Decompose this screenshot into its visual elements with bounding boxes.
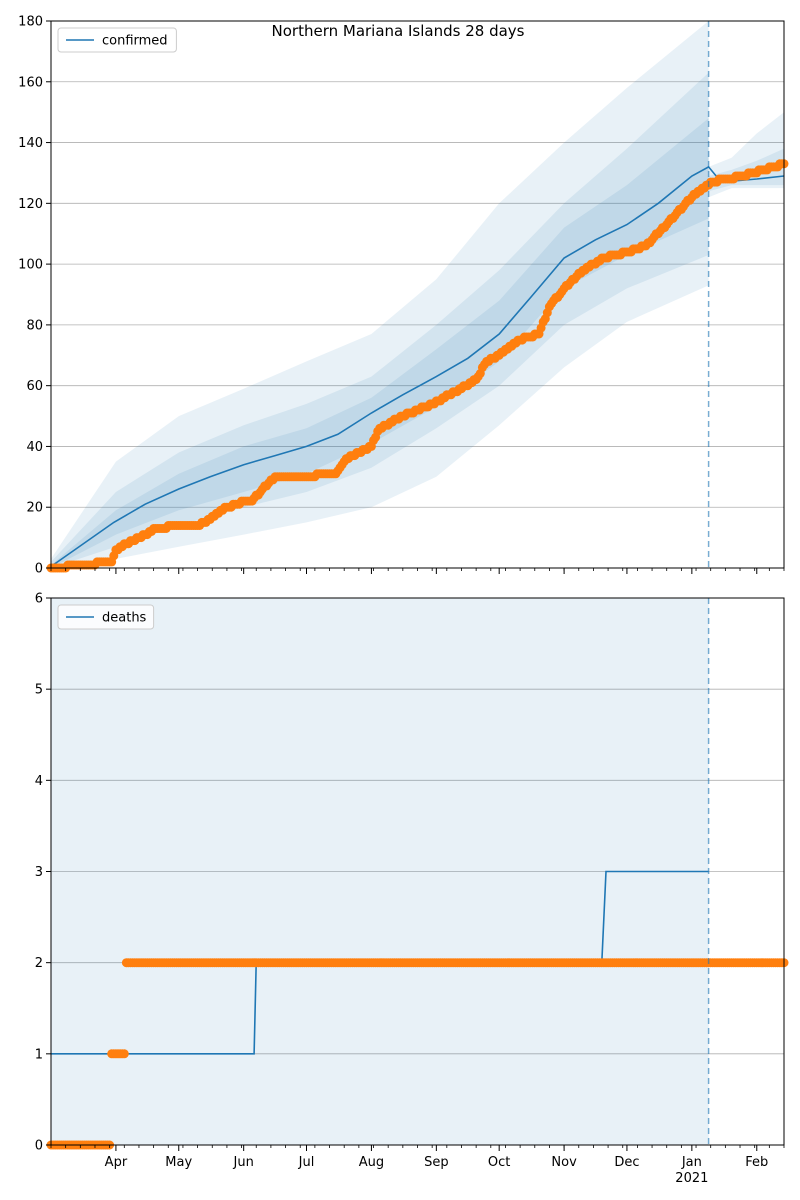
y-tick-label: 140 (18, 136, 43, 151)
legend-box (57, 604, 155, 630)
y-tick-label: 5 (35, 683, 43, 698)
legend-label: deaths (102, 611, 147, 626)
uncertainty-band (51, 21, 709, 568)
x-tick-label: Jul (298, 1155, 315, 1170)
y-tick-label: 60 (26, 379, 43, 394)
y-tick-label: 3 (35, 865, 43, 880)
x-tick-label: Jan (681, 1155, 702, 1170)
y-tick-label: 2 (35, 956, 43, 971)
y-tick-label: 120 (18, 197, 43, 212)
panel-bottom: 0 1 2 3 4 5 6 Apr May Jun Jul Aug Sep Oct Nov Dec Jan Feb… (35, 592, 789, 1186)
legend-label: confirmed (102, 34, 168, 49)
legend: confirmed (57, 27, 177, 53)
legend: deaths (57, 604, 155, 630)
legend-box (57, 27, 177, 53)
y-tick-label: 0 (35, 562, 43, 577)
x-year-label: 2021 (675, 1171, 708, 1186)
x-tick-label: Apr (105, 1155, 128, 1170)
x-tick-label: Feb (745, 1155, 768, 1170)
uncertainty-band (51, 72, 709, 568)
y-tick-label: 80 (26, 318, 43, 333)
x-tick-label: Sep (424, 1155, 449, 1170)
uncertainty-band (51, 598, 709, 1145)
chart-title: Northern Mariana Islands 28 days (272, 22, 525, 40)
uncertainty-band (51, 118, 709, 568)
x-tick-label: Nov (551, 1155, 577, 1170)
x-tick-label: May (165, 1155, 192, 1170)
y-tick-label: 20 (26, 501, 43, 516)
observed-point (119, 1049, 129, 1059)
y-tick-label: 180 (18, 15, 43, 30)
x-tick-label: Oct (488, 1155, 510, 1170)
panel-top: 0 20 40 60 80 100 120 140 160 180 confirmed (18, 15, 789, 577)
y-tick-label: 1 (35, 1047, 43, 1062)
y-tick-label: 0 (35, 1139, 43, 1154)
x-tick-label: Aug (359, 1155, 384, 1170)
y-tick-label: 40 (26, 440, 43, 455)
y-tick-label: 160 (18, 75, 43, 90)
x-tick-label: Dec (614, 1155, 639, 1170)
y-tick-label: 100 (18, 258, 43, 273)
series-line-confirmed (52, 165, 785, 566)
y-tick-label: 4 (35, 774, 43, 789)
x-tick-label: Jun (233, 1155, 254, 1170)
y-tick-label: 6 (35, 592, 43, 607)
